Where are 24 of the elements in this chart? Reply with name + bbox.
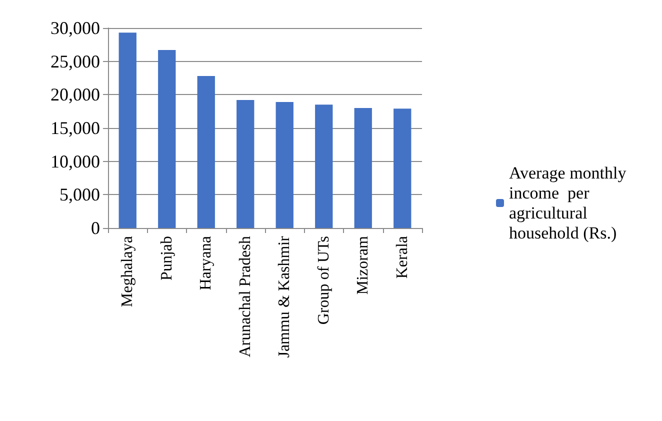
- bar: [158, 50, 176, 228]
- x-tick-label: Punjab: [158, 236, 176, 280]
- bar: [118, 32, 136, 228]
- y-tick-label: 30,000: [50, 18, 100, 38]
- x-tick-label: Haryana: [198, 236, 215, 290]
- bar: [197, 76, 215, 228]
- bar: [394, 108, 412, 228]
- bar: [354, 108, 372, 228]
- y-tick-label: 20,000: [50, 84, 100, 105]
- y-tick-label: 0: [91, 218, 100, 238]
- y-tick-label: 10,000: [50, 151, 100, 172]
- x-tick-label: Arunachal Pradesh: [236, 236, 254, 358]
- bar: [236, 100, 254, 228]
- x-tick-label: Mizoram: [354, 235, 372, 295]
- x-tick-label: Kerala: [394, 236, 411, 279]
- x-tick-label: Jammu & Kashmir: [276, 235, 294, 358]
- bar: [315, 104, 333, 228]
- y-tick-label: 25,000: [50, 51, 100, 72]
- bar: [276, 102, 294, 228]
- legend-label: Average monthly income per agricultural household (Rs.): [509, 164, 630, 242]
- x-tick-label: Meghalaya: [119, 236, 136, 308]
- y-tick-label: 15,000: [50, 118, 100, 138]
- x-tick-label: Group of UTs: [315, 236, 332, 325]
- y-tick-label: 5,000: [60, 184, 100, 205]
